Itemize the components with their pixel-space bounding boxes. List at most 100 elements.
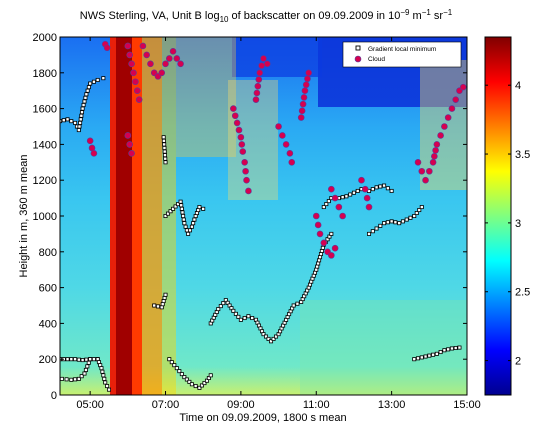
gradient-min-point xyxy=(238,317,243,322)
y-tick-label: 1000 xyxy=(33,211,57,223)
cloud-point xyxy=(441,123,448,130)
gradient-min-point xyxy=(274,334,279,339)
gradient-min-point xyxy=(162,142,167,147)
cloud-point xyxy=(90,150,98,157)
gradient-min-point xyxy=(389,188,394,193)
colorbar-gradient xyxy=(484,36,512,396)
gradient-min-point xyxy=(101,76,106,81)
gradient-min-point xyxy=(197,385,202,390)
gradient-min-point xyxy=(91,79,96,84)
gradient-min-point xyxy=(171,206,176,211)
gradient-min-point xyxy=(77,124,82,129)
cloud-point xyxy=(173,55,181,62)
gradient-min-point xyxy=(320,245,325,250)
gradient-min-point xyxy=(161,135,166,140)
y-tick-label: 0 xyxy=(51,390,57,402)
cloud-point xyxy=(245,187,252,195)
gradient-min-point xyxy=(221,301,226,306)
gradient-min-point xyxy=(404,217,409,222)
gradient-min-point xyxy=(412,213,417,218)
cloud-point xyxy=(459,83,467,91)
gradient-min-point xyxy=(419,205,424,210)
gradient-min-point xyxy=(88,81,93,86)
legend: Gradient local minimum Cloud xyxy=(342,41,462,68)
cloud-point xyxy=(298,107,306,115)
gradient-min-point xyxy=(64,377,69,382)
cloud-point xyxy=(256,69,264,77)
cloud-point xyxy=(103,44,111,52)
cloud-point xyxy=(243,176,250,184)
cloud-point xyxy=(328,252,335,259)
cloud-point xyxy=(242,167,249,175)
cloud-point xyxy=(452,96,459,103)
gradient-min-point xyxy=(351,190,356,195)
gradient-min-point xyxy=(291,303,296,308)
cloud-point xyxy=(128,60,135,68)
gradient-min-point xyxy=(79,110,84,115)
y-tick-label: 600 xyxy=(39,283,57,295)
cloud-point xyxy=(258,62,265,69)
gradient-min-point xyxy=(179,372,184,377)
cloud-point xyxy=(253,89,261,97)
gradient-min-point xyxy=(208,373,213,378)
gradient-min-point xyxy=(183,224,188,229)
gradient-min-point xyxy=(65,117,70,122)
gradient-min-point xyxy=(382,183,387,188)
gradient-min-point xyxy=(163,292,168,297)
gradient-min-point xyxy=(73,377,78,382)
gradient-min-point xyxy=(295,301,300,306)
x-tick-label: 15:00 xyxy=(453,399,481,411)
gradient-min-point xyxy=(84,92,89,97)
cloud-point xyxy=(238,141,246,148)
cloud-point xyxy=(235,126,243,134)
gradient-min-point xyxy=(160,302,165,307)
gradient-min-point xyxy=(266,336,271,341)
heatmap-band-yellow xyxy=(162,37,176,395)
gradient-min-point xyxy=(69,377,74,382)
gradient-min-point xyxy=(438,350,443,355)
gradient-min-point xyxy=(184,228,189,233)
cloud-point xyxy=(422,176,429,184)
gradient-min-point xyxy=(389,219,394,224)
gradient-min-point xyxy=(423,354,428,359)
gradient-min-point xyxy=(181,217,186,222)
colorbar-tick-label: 2 xyxy=(515,356,521,368)
gradient-min-point xyxy=(162,149,167,154)
gradient-min-point xyxy=(162,145,167,150)
gradient-min-point xyxy=(69,119,74,124)
gradient-min-point xyxy=(101,373,106,378)
gradient-min-point xyxy=(442,348,447,353)
gradient-min-point xyxy=(79,113,84,118)
cloud-point xyxy=(282,141,290,148)
cloud-point xyxy=(426,167,433,175)
cloud-point xyxy=(231,112,239,120)
cloud-point xyxy=(133,87,141,94)
gradient-min-point xyxy=(374,226,379,231)
gradient-min-point xyxy=(378,184,383,189)
legend-marker-square xyxy=(355,45,361,51)
cloud-point xyxy=(316,230,324,238)
gradient-min-point xyxy=(79,374,84,379)
gradient-min-point xyxy=(319,248,324,253)
legend-box xyxy=(342,41,462,68)
cloud-point xyxy=(132,78,139,86)
gradient-min-point xyxy=(65,357,70,362)
y-tick-label: 2000 xyxy=(33,32,57,44)
cloud-point xyxy=(429,159,437,166)
gradient-min-point xyxy=(393,220,398,225)
cloud-point xyxy=(433,141,441,148)
cloud-point xyxy=(312,212,320,220)
gradient-min-point xyxy=(102,376,107,381)
cloud-point xyxy=(297,114,305,121)
gradient-min-point xyxy=(199,383,204,388)
gradient-min-point xyxy=(340,195,345,200)
gradient-min-point xyxy=(182,375,187,380)
gradient-min-point xyxy=(162,153,167,158)
gradient-min-point xyxy=(78,117,83,122)
gradient-min-point xyxy=(242,316,247,321)
cloud-point xyxy=(239,148,247,155)
gradient-min-point xyxy=(400,219,405,224)
cloud-point xyxy=(230,105,237,112)
gradient-min-point xyxy=(179,203,184,208)
